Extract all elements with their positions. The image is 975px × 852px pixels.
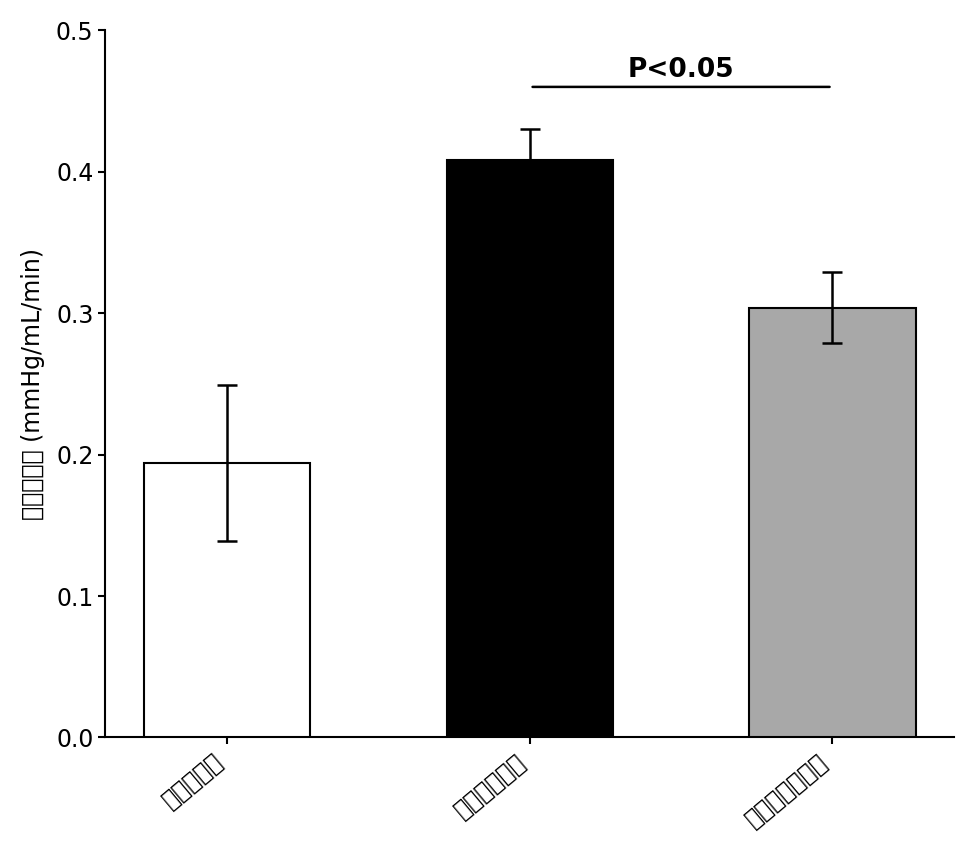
Y-axis label: 肺血管阵力 (mmHg/mL/min): 肺血管阵力 (mmHg/mL/min) [20,248,45,520]
Bar [144,463,310,738]
Text: P<0.05: P<0.05 [628,56,734,83]
Bar [749,308,916,738]
Bar [447,160,613,738]
